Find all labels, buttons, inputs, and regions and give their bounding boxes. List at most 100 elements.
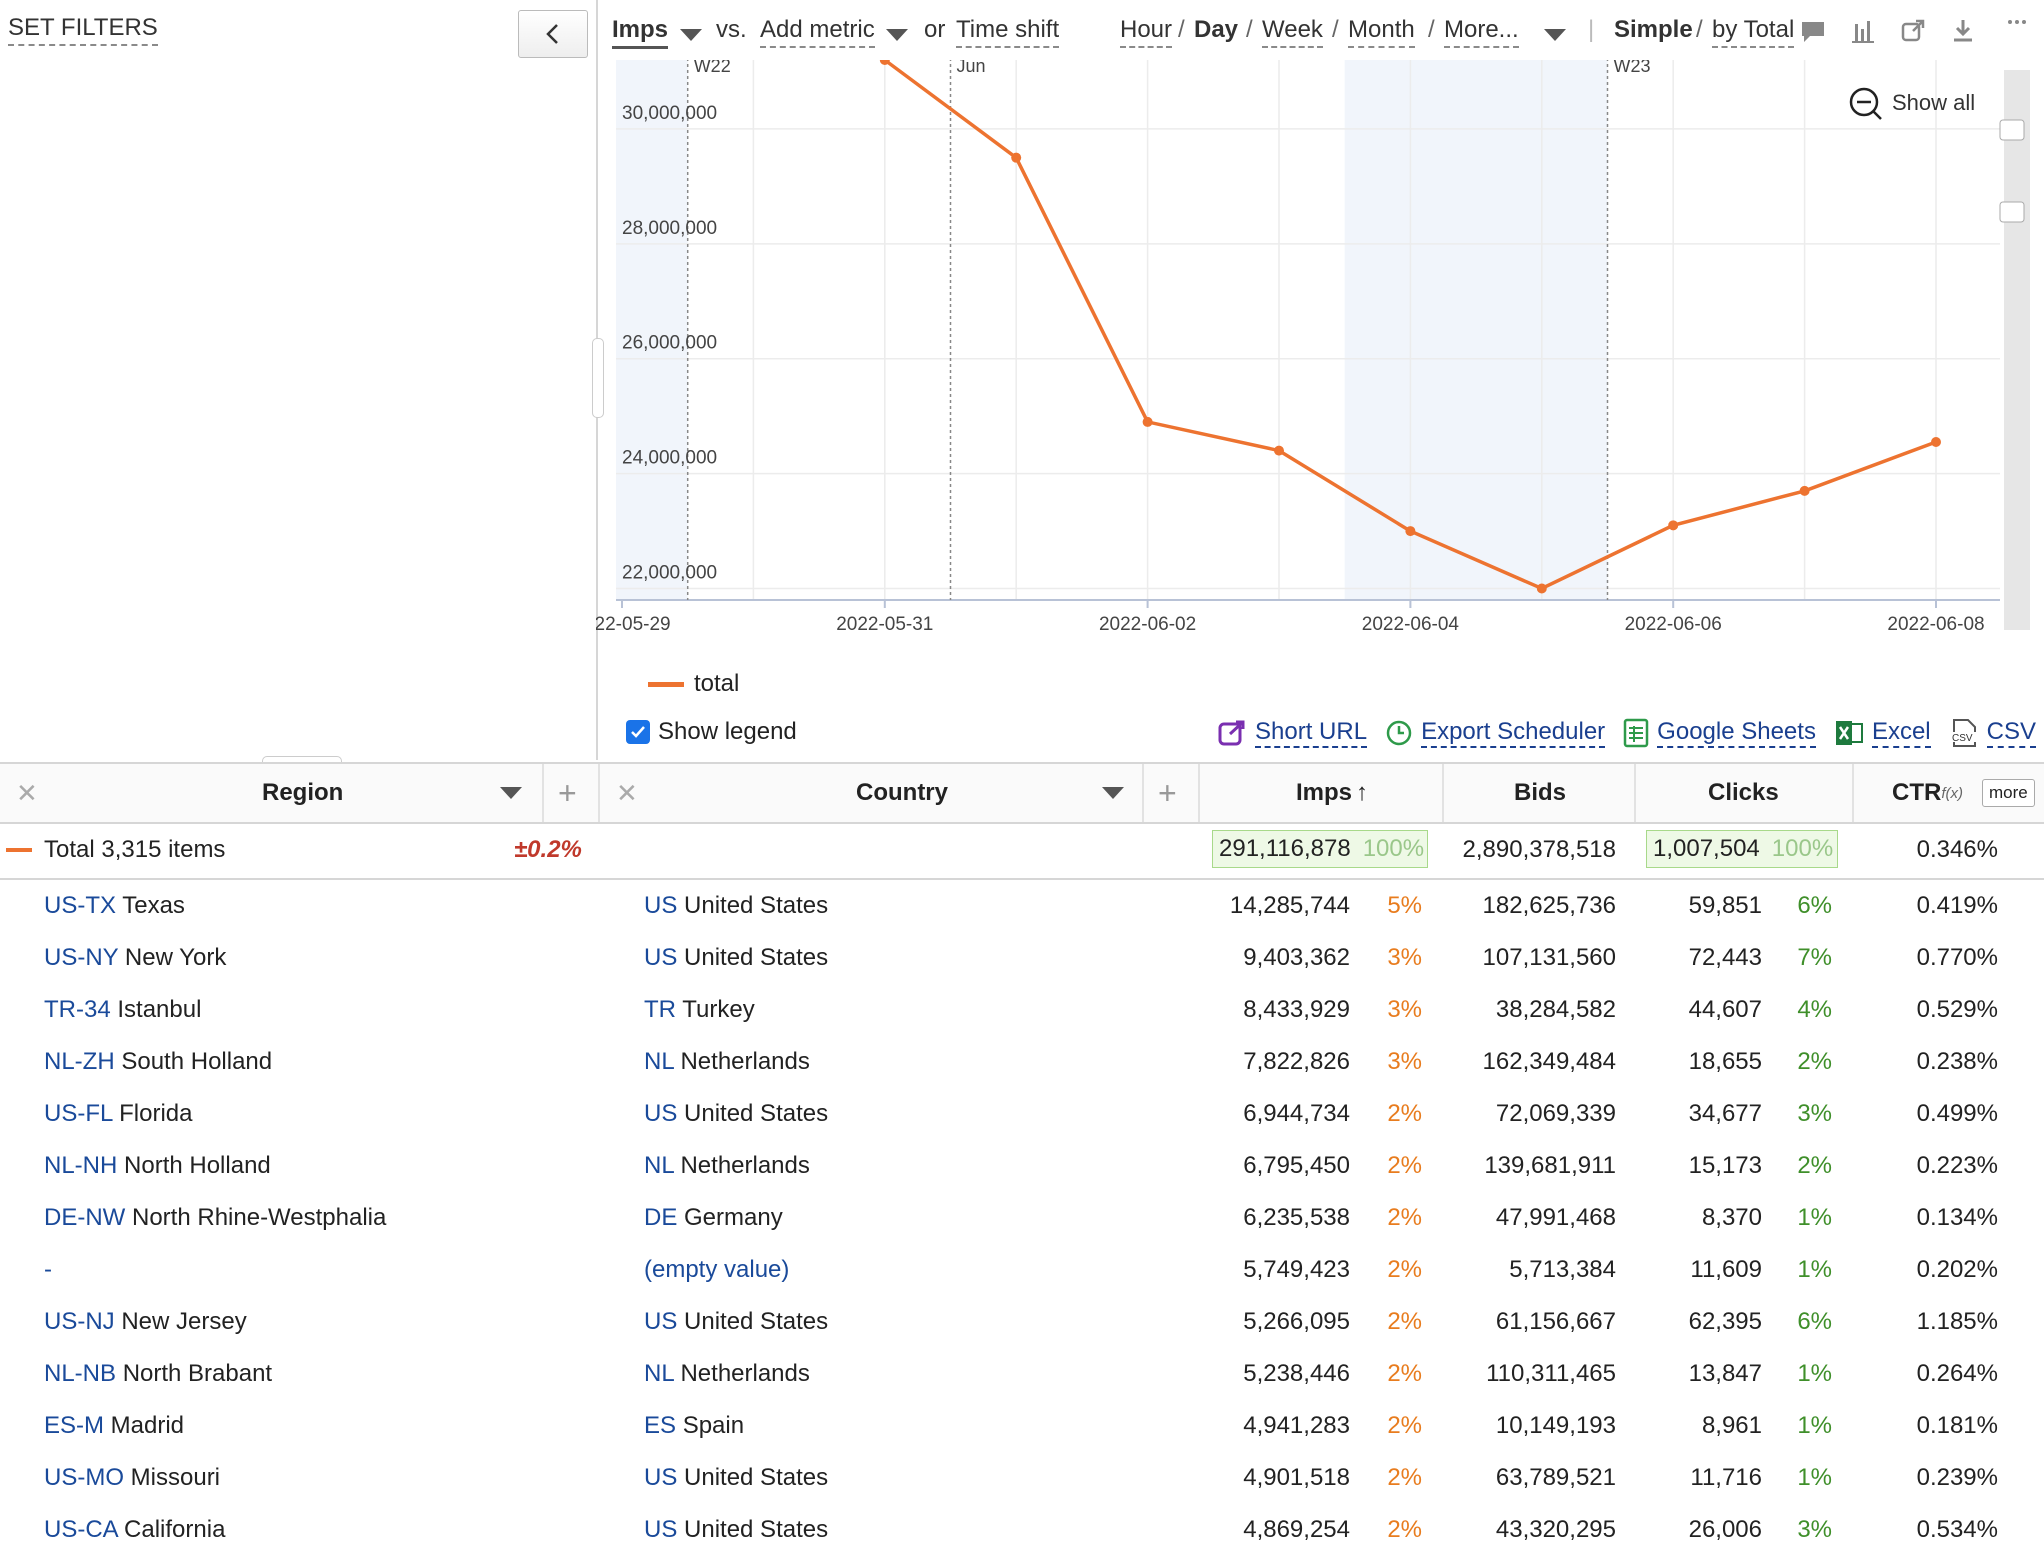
mode-by-total[interactable]: by Total (1712, 16, 1795, 48)
add-dimension-button[interactable]: + (558, 774, 577, 811)
x-tick-label: 2022-05-29 (596, 614, 671, 635)
region-cell[interactable]: US-CA California (44, 1516, 225, 1544)
data-point (1405, 526, 1416, 537)
checkbox-checked[interactable] (626, 720, 650, 744)
granularity-caret[interactable] (1544, 20, 1566, 48)
chart-legend[interactable]: total (648, 670, 739, 698)
country-cell[interactable]: DE Germany (644, 1204, 783, 1232)
table-row[interactable]: - (empty value) 5,749,423 2% 5,713,384 11,60… (0, 1242, 2044, 1294)
table-row[interactable]: US-FL Florida US United States 6,944,734 2%… (0, 1086, 2044, 1138)
country-cell[interactable]: US United States (644, 1464, 828, 1492)
clicks-share: 2% (1797, 1152, 1832, 1179)
imps-cell: 5,266,095 (1243, 1308, 1350, 1335)
country-cell[interactable]: US United States (644, 892, 828, 920)
region-cell[interactable]: DE-NW North Rhine-Westphalia (44, 1204, 386, 1232)
download-icon[interactable] (1948, 16, 1978, 46)
add-metric-caret[interactable] (886, 20, 908, 48)
table-row[interactable]: NL-NH North Holland NL Netherlands 6,795,4… (0, 1138, 2044, 1190)
collapse-panel-button[interactable] (518, 10, 588, 58)
region-cell[interactable]: NL-ZH South Holland (44, 1048, 272, 1076)
mode-simple[interactable]: Simple (1614, 16, 1693, 43)
country-header[interactable]: Country (856, 779, 948, 806)
add-dimension-button-2[interactable]: + (1158, 774, 1177, 811)
country-cell[interactable]: US United States (644, 944, 828, 972)
metric-select[interactable]: Imps (612, 16, 669, 49)
more-columns-button[interactable]: more (1982, 779, 2035, 807)
table-row[interactable]: US-MO Missouri US United States 4,901,518 2… (0, 1450, 2044, 1502)
region-cell[interactable]: US-NY New York (44, 944, 226, 972)
ctr-cell: 0.202% (1916, 1256, 1998, 1283)
imps-header[interactable]: Imps ↑ (1296, 779, 1369, 806)
bids-header[interactable]: Bids (1514, 779, 1567, 806)
bar-chart-icon[interactable] (1848, 16, 1878, 46)
region-cell[interactable]: NL-NH North Holland (44, 1152, 271, 1180)
show-legend-toggle[interactable]: Show legend (626, 718, 797, 746)
region-cell[interactable]: - (44, 1256, 52, 1284)
granularity-week[interactable]: Week (1262, 16, 1323, 48)
time-shift-link[interactable]: Time shift (956, 16, 1060, 48)
comment-icon[interactable] (1798, 16, 1828, 46)
region-cell[interactable]: US-NJ New Jersey (44, 1308, 247, 1336)
table-row[interactable]: TR-34 Istanbul TR Turkey 8,433,929 3% 38,284… (0, 982, 2044, 1034)
region-header[interactable]: Region (262, 779, 344, 806)
ctr-cell: 0.529% (1916, 996, 1998, 1023)
granularity-day[interactable]: Day (1194, 16, 1239, 43)
country-cell[interactable]: US United States (644, 1308, 828, 1336)
table-row[interactable]: ES-M Madrid ES Spain 4,941,283 2% 10,149,193… (0, 1398, 2044, 1450)
country-cell[interactable]: US United States (644, 1100, 828, 1128)
short-url-link[interactable]: Short URL (1217, 718, 1368, 748)
remove-region-column[interactable]: ✕ (16, 777, 38, 808)
country-cell[interactable]: NL Netherlands (644, 1360, 810, 1388)
table-row[interactable]: US-CA California US United States 4,869,25… (0, 1502, 2044, 1554)
ctr-header[interactable]: CTR f(x) (1892, 779, 1963, 806)
table-row[interactable]: US-NJ New Jersey US United States 5,266,09… (0, 1294, 2044, 1346)
vertical-splitter-handle[interactable] (592, 338, 604, 418)
week-marker-label: Jun (957, 60, 986, 76)
table-row[interactable]: NL-NB North Brabant NL Netherlands 5,238,4… (0, 1346, 2044, 1398)
granularity-month[interactable]: Month (1348, 16, 1415, 48)
set-filters-link[interactable]: SET FILTERS (8, 14, 158, 46)
region-code: DE-NW (44, 1204, 126, 1231)
table-row[interactable]: US-TX Texas US United States 14,285,744 5% 1… (0, 878, 2044, 930)
remove-country-column[interactable]: ✕ (616, 777, 638, 808)
country-cell[interactable]: TR Turkey (644, 996, 755, 1024)
country-cell[interactable]: US United States (644, 1516, 828, 1544)
sort-ascending-icon: ↑ (1356, 779, 1369, 806)
region-cell[interactable]: US-TX Texas (44, 892, 185, 920)
or-label: or (924, 16, 946, 43)
region-cell[interactable]: US-FL Florida (44, 1100, 192, 1128)
scrollbar-handle-top[interactable] (1999, 119, 2025, 141)
more-dots-icon[interactable] (2004, 16, 2034, 46)
granularity-more[interactable]: More... (1444, 16, 1519, 48)
chart-scrollbar[interactable] (2004, 70, 2030, 630)
table-row[interactable]: NL-ZH South Holland NL Netherlands 7,822,8… (0, 1034, 2044, 1086)
export-scheduler-link[interactable]: Export Scheduler (1385, 718, 1606, 748)
excel-link[interactable]: Excel (1834, 718, 1931, 748)
add-metric-link[interactable]: Add metric (760, 16, 875, 48)
show-all-button[interactable]: Show all (1849, 87, 1975, 120)
country-cell[interactable]: (empty value) (644, 1256, 789, 1284)
csv-link[interactable]: CSV CSV (1949, 718, 2036, 748)
region-cell[interactable]: TR-34 Istanbul (44, 996, 201, 1024)
country-cell[interactable]: NL Netherlands (644, 1048, 810, 1076)
scrollbar-handle-bottom[interactable] (1999, 201, 2025, 223)
region-cell[interactable]: NL-NB North Brabant (44, 1360, 272, 1388)
x-tick-label: 2022-06-04 (1362, 614, 1460, 635)
country-dropdown[interactable] (1102, 764, 1124, 822)
granularity-hour[interactable]: Hour (1120, 16, 1173, 48)
region-cell[interactable]: ES-M Madrid (44, 1412, 184, 1440)
country-cell[interactable]: NL Netherlands (644, 1152, 810, 1180)
google-sheets-link[interactable]: Google Sheets (1623, 718, 1816, 748)
bids-cell: 10,149,193 (1495, 1412, 1616, 1439)
region-name: New Jersey (121, 1308, 247, 1335)
table-row[interactable]: DE-NW North Rhine-Westphalia DE Germany 6,… (0, 1190, 2044, 1242)
clicks-header[interactable]: Clicks (1708, 779, 1779, 806)
metric-dropdown-caret[interactable] (680, 20, 702, 48)
table-row[interactable]: US-NY New York US United States 9,403,362 3… (0, 930, 2044, 982)
region-cell[interactable]: US-MO Missouri (44, 1464, 220, 1492)
data-point (879, 60, 890, 65)
country-code: NL (644, 1048, 674, 1075)
external-link-icon[interactable] (1898, 16, 1928, 46)
country-cell[interactable]: ES Spain (644, 1412, 744, 1440)
region-dropdown[interactable] (500, 764, 522, 822)
